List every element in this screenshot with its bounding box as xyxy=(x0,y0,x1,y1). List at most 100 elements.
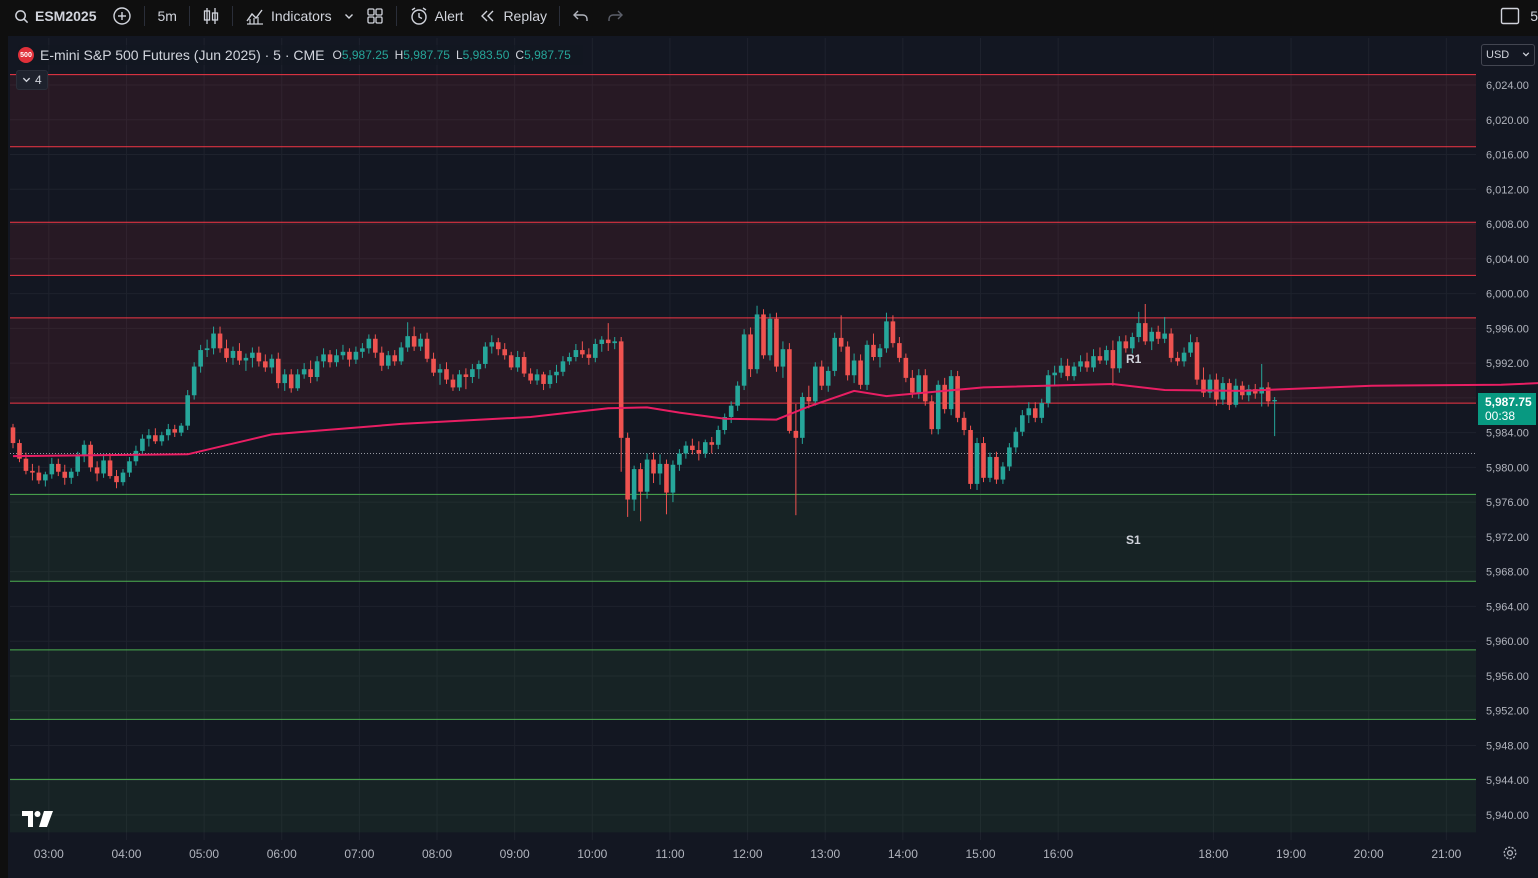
candle xyxy=(1227,378,1232,411)
candle xyxy=(631,465,637,511)
undo-icon xyxy=(572,8,590,24)
candle xyxy=(398,342,404,365)
candle xyxy=(224,339,229,363)
candle xyxy=(411,326,417,351)
time-tick-label: 20:00 xyxy=(1354,847,1384,861)
last-price-label: 5,987.75 00:38 xyxy=(1478,393,1536,425)
candle xyxy=(140,434,145,456)
candle xyxy=(418,333,423,351)
candle xyxy=(263,354,268,372)
indicators-collapse-button[interactable]: 4 xyxy=(16,70,48,90)
candle xyxy=(554,364,559,384)
tradingview-logo[interactable] xyxy=(22,810,54,833)
candle xyxy=(586,348,592,365)
price-tick-label: 6,004.00 xyxy=(1486,254,1529,266)
chart-type-button[interactable] xyxy=(194,0,228,32)
candle xyxy=(612,337,618,350)
redo-button[interactable] xyxy=(598,0,632,32)
candle xyxy=(664,459,669,515)
candle xyxy=(476,360,482,379)
close-label: C xyxy=(515,48,525,62)
undo-button[interactable] xyxy=(564,0,598,32)
time-axis[interactable]: 03:00 04:00 05:00 06:00 07:00 08:00 09:00 10:00… xyxy=(34,847,1462,861)
candle xyxy=(165,423,171,441)
support-zone xyxy=(10,649,1476,720)
price-tick-label: 5,968.00 xyxy=(1486,567,1529,579)
candle xyxy=(295,369,300,391)
time-tick-label: 05:00 xyxy=(189,847,219,861)
indicators-button[interactable]: Indicators xyxy=(237,0,340,32)
candle xyxy=(521,351,527,377)
time-tick-label: 12:00 xyxy=(733,847,763,861)
candle xyxy=(1045,370,1051,408)
toolbar-divider xyxy=(231,6,233,26)
currency-selector[interactable]: USD xyxy=(1481,44,1535,66)
close-value: 5,987.75 xyxy=(524,48,571,62)
time-tick-label: 03:00 xyxy=(34,847,64,861)
price-tick-label: 5,952.00 xyxy=(1486,706,1529,718)
symbol-legend[interactable]: 500 E-mini S&P 500 Futures (Jun 2025) · … xyxy=(18,45,583,65)
candle xyxy=(605,323,611,351)
replay-button[interactable]: Replay xyxy=(471,0,555,32)
candle xyxy=(392,350,398,366)
candle xyxy=(502,343,508,360)
candle xyxy=(1110,340,1116,386)
chart-pane[interactable] xyxy=(8,36,1538,878)
candle xyxy=(10,423,16,449)
indicator-templates-button[interactable] xyxy=(340,0,358,32)
candle xyxy=(172,424,178,437)
candle xyxy=(735,381,740,411)
chart-settings-button[interactable] xyxy=(1502,845,1518,866)
price-tick-label: 5,956.00 xyxy=(1486,671,1529,683)
candle xyxy=(948,370,954,416)
candle xyxy=(644,453,650,499)
price-tick-label: 5,944.00 xyxy=(1486,775,1529,787)
candle xyxy=(431,352,436,377)
interval-button[interactable]: 5m xyxy=(149,0,184,32)
candle xyxy=(282,369,288,391)
candle xyxy=(1026,402,1032,424)
time-tick-label: 08:00 xyxy=(422,847,452,861)
candle xyxy=(347,348,352,367)
candle xyxy=(515,350,520,372)
time-tick-label: 07:00 xyxy=(344,847,374,861)
candle xyxy=(1233,378,1239,408)
candle xyxy=(677,449,682,471)
candle xyxy=(321,348,326,368)
time-tick-label: 19:00 xyxy=(1276,847,1306,861)
time-tick-label: 21:00 xyxy=(1431,847,1461,861)
compare-symbol-button[interactable] xyxy=(104,0,140,32)
candle xyxy=(761,309,766,359)
pivot-zones xyxy=(10,74,1476,833)
time-tick-label: 14:00 xyxy=(888,847,918,861)
candle xyxy=(308,360,313,384)
candle xyxy=(845,341,850,381)
candle xyxy=(748,327,753,377)
candles-icon xyxy=(202,6,220,26)
alert-button[interactable]: Alert xyxy=(401,0,472,32)
candle xyxy=(696,441,702,461)
candle xyxy=(17,439,22,463)
candle xyxy=(968,425,973,490)
symbol-search-button[interactable]: ESM2025 xyxy=(0,0,104,32)
fullscreen-button[interactable] xyxy=(1492,0,1528,32)
candle xyxy=(159,431,165,446)
candle xyxy=(385,350,391,370)
candle xyxy=(444,362,449,384)
candle xyxy=(1065,358,1070,381)
layout-icon xyxy=(366,7,384,25)
candle xyxy=(580,341,585,358)
price-tick-label: 6,020.00 xyxy=(1486,115,1529,127)
layout-button[interactable] xyxy=(358,0,392,32)
price-axis[interactable]: 6,024.00 6,020.00 6,016.00 6,012.00 6,008.00… xyxy=(1486,80,1529,822)
candle xyxy=(314,356,320,382)
candle xyxy=(1123,335,1129,353)
candle xyxy=(690,438,695,455)
candle xyxy=(638,463,643,522)
bar-countdown: 00:38 xyxy=(1485,409,1516,423)
candle xyxy=(722,413,727,435)
high-value: 5,987.75 xyxy=(403,48,450,62)
toolbar-right-partial[interactable]: 5 xyxy=(1530,8,1538,24)
candle xyxy=(1097,347,1103,364)
